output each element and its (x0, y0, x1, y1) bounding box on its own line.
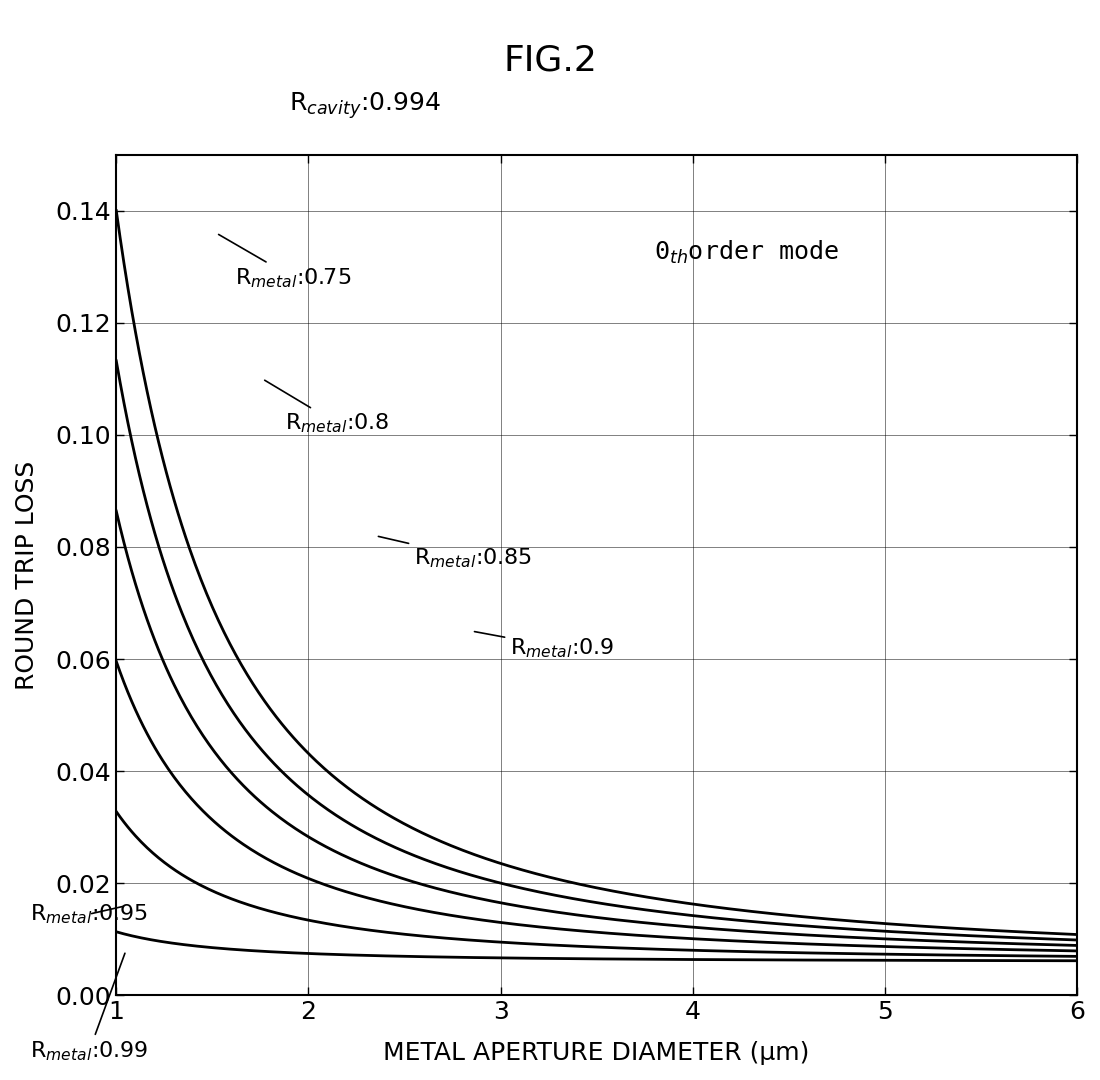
Text: R$_{cavity}$:0.994: R$_{cavity}$:0.994 (289, 91, 441, 121)
Y-axis label: ROUND TRIP LOSS: ROUND TRIP LOSS (15, 460, 39, 690)
Text: R$_{metal}$:0.95: R$_{metal}$:0.95 (30, 903, 147, 926)
X-axis label: METAL APERTURE DIAMETER (μm): METAL APERTURE DIAMETER (μm) (384, 1041, 810, 1065)
Text: R$_{metal}$:0.75: R$_{metal}$:0.75 (219, 234, 352, 289)
Text: R$_{metal}$:0.99: R$_{metal}$:0.99 (30, 954, 148, 1064)
Text: FIG.2: FIG.2 (503, 43, 597, 77)
Text: R$_{metal}$:0.8: R$_{metal}$:0.8 (265, 380, 389, 435)
Text: 0$_{th}$order mode: 0$_{th}$order mode (654, 239, 839, 266)
Text: R$_{metal}$:0.85: R$_{metal}$:0.85 (378, 537, 531, 570)
Text: R$_{metal}$:0.9: R$_{metal}$:0.9 (474, 632, 615, 660)
